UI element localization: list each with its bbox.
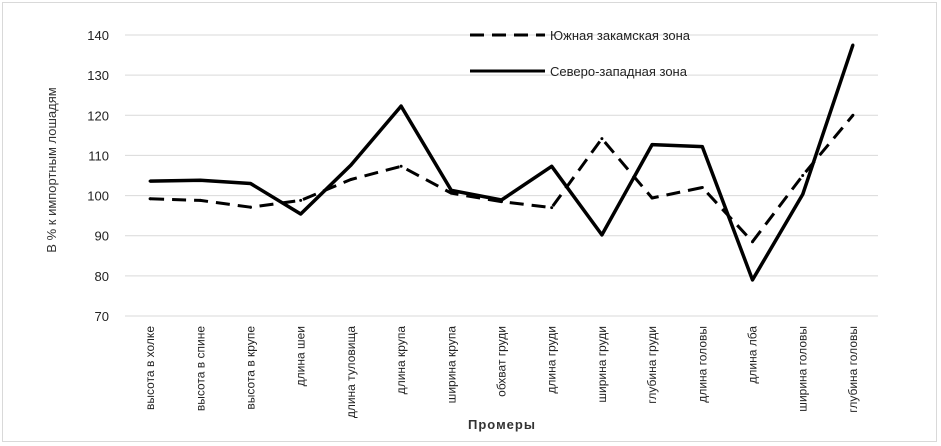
data-point (751, 240, 754, 244)
data-point (249, 182, 252, 186)
y-tick-label: 110 (88, 148, 109, 163)
y-tick-label: 70 (95, 309, 109, 324)
data-point (449, 191, 453, 195)
x-tick-label: ширина груди (595, 326, 609, 403)
x-tick-label: глубина головы (846, 326, 860, 413)
x-tick-label: длина лба (746, 326, 760, 384)
x-tick-label: длина крупа (394, 326, 408, 395)
data-point (349, 163, 353, 167)
y-tick-label: 140 (87, 28, 109, 43)
data-point (249, 205, 252, 209)
y-axis-ticks: 70 80 90 100 110 120 130 140 (87, 28, 109, 324)
data-point (550, 206, 554, 210)
series-line-south (150, 114, 855, 244)
data-point (801, 174, 805, 177)
data-point (399, 104, 403, 108)
data-point (600, 137, 604, 141)
y-tick-label: 100 (87, 189, 109, 204)
data-point (751, 278, 754, 282)
data-point (650, 143, 654, 147)
series-line-northwest (150, 44, 855, 282)
data-point (650, 196, 654, 200)
gridlines (125, 34, 878, 317)
x-tick-label: высота в крупе (244, 326, 258, 410)
series-lines (148, 43, 855, 282)
x-tick-label: глубина груди (645, 326, 659, 404)
y-tick-label: 120 (87, 108, 109, 123)
data-point (198, 198, 202, 202)
data-point (299, 212, 303, 216)
data-point (550, 164, 554, 168)
legend: Южная закамская зона Северо-западная зон… (470, 28, 691, 79)
x-tick-label: длина шеи (294, 326, 308, 386)
data-point (801, 192, 805, 196)
x-tick-label: длина груди (545, 326, 559, 394)
y-axis-title: В % к импортным лошадям (44, 87, 59, 252)
x-axis-ticks: высота в холке высота в спине высота в кру… (143, 326, 860, 418)
data-point (349, 178, 353, 182)
x-tick-label: длина головы (695, 326, 709, 403)
x-tick-label: ширина крупа (444, 326, 458, 404)
data-point (851, 113, 855, 117)
data-point (449, 188, 453, 192)
data-point (399, 164, 403, 168)
data-point (500, 198, 503, 202)
x-tick-label: высота в спине (193, 326, 207, 411)
x-tick-label: высота в холке (143, 326, 157, 410)
x-tick-label: длина туловища (344, 326, 358, 418)
x-axis-title: Промеры (468, 417, 536, 432)
data-point (700, 145, 704, 149)
y-tick-label: 90 (95, 229, 109, 244)
legend-label-northwest: Северо-западная зона (550, 64, 688, 79)
data-point (700, 186, 704, 190)
x-tick-label: обхват груди (495, 326, 509, 397)
y-tick-label: 80 (95, 269, 109, 284)
y-tick-label: 130 (87, 68, 109, 83)
data-point (148, 197, 152, 201)
legend-label-south: Южная закамская зона (550, 28, 691, 43)
data-point (600, 233, 604, 237)
data-point (851, 43, 855, 47)
data-point (148, 179, 152, 183)
data-point (299, 198, 303, 202)
data-point (198, 178, 202, 182)
x-tick-label: ширина головы (796, 326, 810, 412)
